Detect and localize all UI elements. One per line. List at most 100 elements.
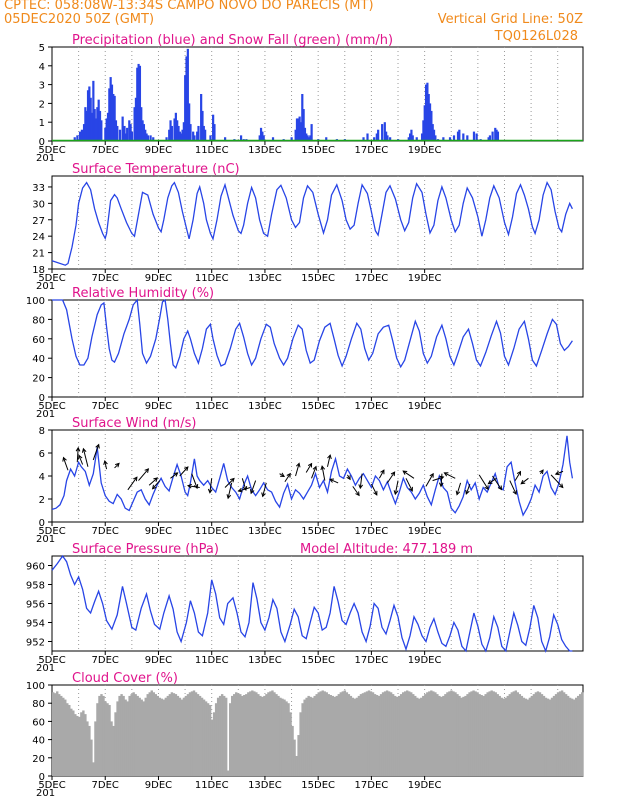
cloud-bar — [186, 694, 190, 776]
x-tick-label: 11DEC — [195, 401, 229, 412]
wind-vector-head — [465, 489, 470, 495]
precip-bar — [188, 103, 191, 141]
cloud-bar — [130, 694, 133, 776]
cloud-bar — [92, 762, 95, 776]
wind-vector-head — [250, 489, 255, 495]
cloud-bar — [104, 701, 107, 776]
wind-vector-head — [103, 459, 108, 465]
cloud-bar — [222, 695, 226, 776]
precip-bar — [149, 135, 152, 141]
wind-vector — [386, 471, 395, 484]
cloud-bar — [174, 694, 178, 776]
cloud-bar — [182, 697, 186, 776]
x-tick-label: 7DEC — [92, 526, 119, 537]
cloud-bar — [194, 692, 198, 776]
wind-vector-head — [75, 446, 81, 452]
wind-vector-head — [558, 483, 564, 489]
cloud-bar — [126, 701, 129, 776]
wind-vector-head — [144, 468, 150, 473]
cloud-bar — [231, 695, 234, 776]
precip-bar — [420, 133, 424, 141]
cloud-bar — [403, 691, 407, 776]
cloud-bar — [168, 694, 172, 776]
wind-vector — [478, 474, 489, 490]
wind-vector — [378, 469, 385, 479]
precip-bar — [428, 103, 432, 141]
cloud-bar — [488, 691, 491, 776]
cloud-bar — [253, 691, 256, 776]
wind-vector-head — [286, 472, 291, 478]
cloud-bar — [170, 692, 174, 776]
cloud-bar — [66, 703, 69, 776]
cloud-bar — [474, 691, 477, 776]
precip-bar — [475, 133, 478, 141]
precip-bar — [290, 137, 293, 141]
precip-bar — [82, 124, 86, 141]
precip-bar — [385, 131, 388, 141]
wind-vector-head — [242, 485, 248, 491]
cloud-bar — [259, 695, 262, 776]
precip-bar — [495, 129, 498, 141]
cloud-bar — [279, 697, 282, 776]
precip-bar — [434, 135, 437, 141]
cloud-bar — [546, 698, 550, 776]
cloud-bar — [325, 692, 328, 776]
panel-frame — [51, 175, 584, 270]
precip-bar — [452, 135, 456, 141]
y-tick-label: 21 — [32, 249, 45, 260]
precip-bar — [239, 135, 243, 141]
x-tick-label: 19DEC — [408, 145, 442, 156]
cloud-bar — [295, 755, 298, 776]
cloud-bar — [327, 694, 330, 776]
precip-bar — [123, 125, 126, 141]
wind-vector — [284, 473, 291, 483]
cloud-bar — [383, 691, 387, 776]
precip-bar — [297, 118, 300, 141]
panel-title: Relative Humidity (%) — [72, 286, 214, 301]
cloud-bar — [428, 691, 431, 776]
cloud-bar — [118, 695, 121, 776]
precip-bar — [301, 94, 304, 141]
precip-bar — [197, 125, 200, 141]
y-tick-label: 0 — [39, 518, 45, 529]
cloud-bar — [210, 719, 214, 776]
cloud-bar — [156, 695, 160, 776]
cloud-bar — [142, 701, 145, 776]
precip-bar — [93, 109, 96, 141]
cloud-bar — [218, 695, 222, 776]
precip-bar — [138, 65, 142, 141]
cloud-bar — [490, 690, 493, 776]
cloud-bar — [150, 690, 153, 776]
precip-bar — [410, 129, 413, 141]
precip-bar — [133, 107, 136, 141]
cloud-bar — [166, 695, 170, 776]
precip-bar — [169, 120, 172, 141]
cloud-bar — [536, 691, 540, 776]
cloud-bar — [102, 695, 105, 776]
cloud-bar — [389, 692, 393, 776]
panel-frame — [51, 429, 584, 523]
cloud-bar — [343, 690, 347, 776]
cloud-bar — [564, 694, 568, 776]
cloud-bar — [164, 697, 168, 776]
cloud-bar — [120, 694, 123, 776]
x-tick-label: 17DEC — [355, 273, 389, 284]
wind-vector — [104, 460, 108, 470]
cloud-bar — [60, 695, 63, 776]
wind-vector-head — [329, 478, 335, 483]
cloud-bar — [333, 696, 337, 776]
cloud-bar — [558, 691, 562, 776]
wind-vector — [92, 444, 100, 461]
x-tick-label: 13DEC — [248, 655, 282, 666]
panel-title: Surface Wind (m/s) — [72, 416, 196, 431]
wind-vector-head — [312, 465, 317, 471]
cloud-bar — [510, 692, 514, 776]
precip-bar — [472, 131, 476, 141]
precip-bar — [113, 95, 116, 141]
x-tick-label: 13DEC — [248, 145, 282, 156]
cloud-bar — [550, 697, 554, 776]
cloud-bar — [359, 694, 363, 776]
precip-bar — [496, 131, 500, 141]
wind-vector-head — [230, 477, 235, 483]
cloud-bar — [188, 692, 192, 776]
